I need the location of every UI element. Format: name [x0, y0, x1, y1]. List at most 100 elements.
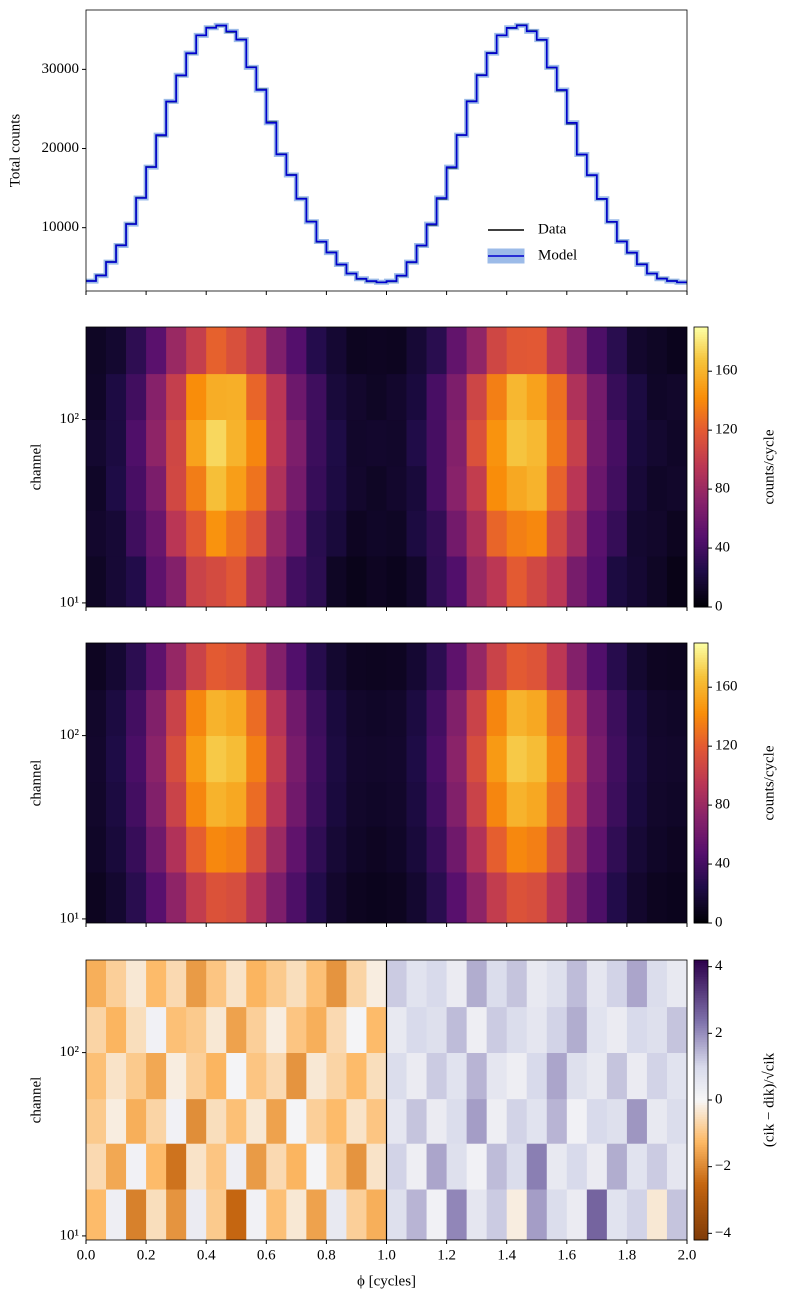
heat-cell [86, 510, 107, 557]
heat-cell [206, 1143, 227, 1190]
colorbar-swatch [694, 806, 708, 810]
heat-cell [526, 735, 548, 783]
heat-cell [146, 735, 167, 783]
heat-cell [366, 373, 387, 421]
heat-cell [446, 1098, 468, 1144]
colorbar-swatch [694, 769, 708, 772]
x-tick-label: 1.8 [618, 1247, 637, 1263]
heat-cell [626, 1189, 648, 1240]
heat-cell [266, 556, 287, 607]
colorbar-swatch [694, 485, 708, 489]
x-tick-label: 0.0 [77, 1247, 96, 1263]
colorbar-swatch [694, 525, 708, 529]
colorbar-swatch [694, 918, 708, 922]
heat-cell [86, 465, 107, 511]
plot-area [86, 643, 687, 923]
colorbar-swatch [694, 1158, 708, 1162]
colorbar-swatch [694, 1102, 708, 1106]
heat-cell [226, 643, 247, 691]
heat-cell [286, 1098, 307, 1144]
colorbar-swatch [694, 743, 708, 747]
colorbar-swatch [694, 855, 708, 859]
colorbar-swatch [694, 1149, 708, 1152]
colorbar-swatch [694, 551, 708, 554]
heat-cell [586, 556, 608, 607]
heat-cell [266, 781, 287, 827]
colorbar-swatch [694, 602, 708, 606]
heat-cell [426, 960, 447, 1008]
colorbar-swatch [694, 569, 708, 573]
colorbar-swatch [694, 411, 708, 414]
colorbar-swatch [694, 962, 708, 966]
heat-cell [606, 373, 628, 421]
colorbar-swatch [694, 988, 708, 991]
heat-cell [586, 1143, 608, 1190]
heat-cell [246, 419, 267, 467]
heat-cell [446, 1006, 468, 1054]
heat-cell [566, 826, 588, 873]
heat-cell [206, 643, 227, 691]
heat-cell [146, 826, 167, 873]
heat-cell [586, 872, 608, 923]
heat-cell [126, 373, 147, 421]
heat-cell [186, 872, 207, 923]
y-tick-label: 10000 [42, 219, 80, 235]
heat-cell [426, 465, 447, 511]
heat-cell [386, 1143, 407, 1190]
heat-cell [206, 1006, 227, 1054]
colorbar-swatch [694, 827, 708, 831]
colorbar-swatch [694, 829, 708, 833]
colorbar-swatch [694, 906, 708, 910]
heat-cell [546, 1052, 568, 1100]
heat-cell [366, 781, 387, 827]
heat-cell [426, 781, 447, 827]
colorbar-swatch [694, 1093, 708, 1096]
colorbar-swatch [694, 1121, 708, 1124]
colorbar-swatch [694, 588, 708, 592]
heat-cell [186, 1189, 207, 1240]
colorbar-swatch [694, 713, 708, 716]
heat-cell [606, 510, 628, 557]
heat-cell [146, 1052, 167, 1100]
heat-cell [446, 735, 468, 783]
heat-cell [466, 960, 488, 1008]
colorbar-swatch [694, 558, 708, 561]
colorbar-swatch [694, 338, 708, 342]
heat-cell [266, 465, 287, 511]
heat-cell [326, 960, 347, 1008]
colorbar-swatch [694, 348, 708, 351]
colorbar-swatch [694, 834, 708, 838]
heat-cell [506, 781, 528, 827]
colorbar-swatch [694, 969, 708, 973]
heat-cell [446, 1052, 468, 1100]
heat-cell [226, 826, 247, 873]
heat-cell [326, 327, 347, 375]
colorbar-swatch [694, 1144, 708, 1148]
colorbar-swatch [694, 1181, 708, 1185]
colorbar-swatch [694, 783, 708, 786]
colorbar-swatch [694, 1195, 708, 1199]
heat-cell [366, 1006, 387, 1054]
heat-cell [666, 735, 687, 783]
heat-cell [306, 510, 327, 557]
heat-cell [326, 373, 347, 421]
colorbar-swatch [694, 741, 708, 744]
colorbar-swatch [694, 436, 708, 440]
heat-cell [446, 826, 468, 873]
heat-cell [526, 510, 548, 557]
colorbar-swatch [694, 871, 708, 875]
heat-cell [86, 781, 107, 827]
heat-cell [646, 1189, 668, 1240]
colorbar-swatch [694, 574, 708, 578]
heat-cell [626, 1006, 648, 1054]
colorbar-swatch [694, 701, 708, 705]
heat-cell [86, 1098, 107, 1144]
legend-label: Data [538, 221, 567, 237]
heat-cell [586, 689, 608, 737]
colorbar-swatch [694, 527, 708, 531]
colorbar-swatch [694, 738, 708, 742]
heat-cell [646, 689, 668, 737]
heat-cell [566, 327, 588, 375]
colorbar-swatch [694, 1205, 708, 1208]
axes-frame [85, 9, 688, 292]
